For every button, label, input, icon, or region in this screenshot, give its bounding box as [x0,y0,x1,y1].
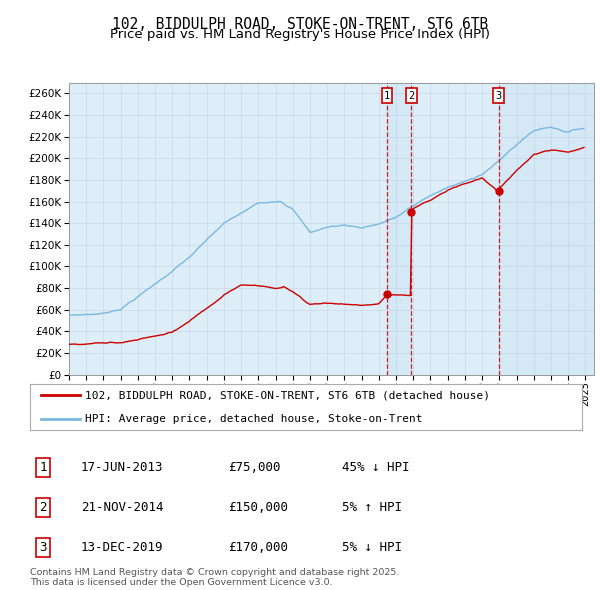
Text: 5% ↓ HPI: 5% ↓ HPI [342,541,402,554]
Text: 102, BIDDULPH ROAD, STOKE-ON-TRENT, ST6 6TB (detached house): 102, BIDDULPH ROAD, STOKE-ON-TRENT, ST6 … [85,390,490,400]
Text: £150,000: £150,000 [228,501,288,514]
Text: 2: 2 [408,91,415,100]
Bar [499,83,594,375]
Text: Contains HM Land Registry data © Crown copyright and database right 2025.
This d: Contains HM Land Registry data © Crown c… [30,568,400,587]
Text: £75,000: £75,000 [228,461,281,474]
Text: 21-NOV-2014: 21-NOV-2014 [81,501,163,514]
Text: 3: 3 [496,91,502,100]
Text: 2: 2 [40,501,47,514]
Text: 45% ↓ HPI: 45% ↓ HPI [342,461,409,474]
Text: 13-DEC-2019: 13-DEC-2019 [81,541,163,554]
Text: 17-JUN-2013: 17-JUN-2013 [81,461,163,474]
Text: 5% ↑ HPI: 5% ↑ HPI [342,501,402,514]
Text: 3: 3 [40,541,47,554]
Bar [387,83,412,375]
Text: 1: 1 [383,91,390,100]
Text: 1: 1 [40,461,47,474]
Text: £170,000: £170,000 [228,541,288,554]
Text: Price paid vs. HM Land Registry's House Price Index (HPI): Price paid vs. HM Land Registry's House … [110,28,490,41]
Text: 102, BIDDULPH ROAD, STOKE-ON-TRENT, ST6 6TB: 102, BIDDULPH ROAD, STOKE-ON-TRENT, ST6 … [112,17,488,31]
Text: HPI: Average price, detached house, Stoke-on-Trent: HPI: Average price, detached house, Stok… [85,414,422,424]
